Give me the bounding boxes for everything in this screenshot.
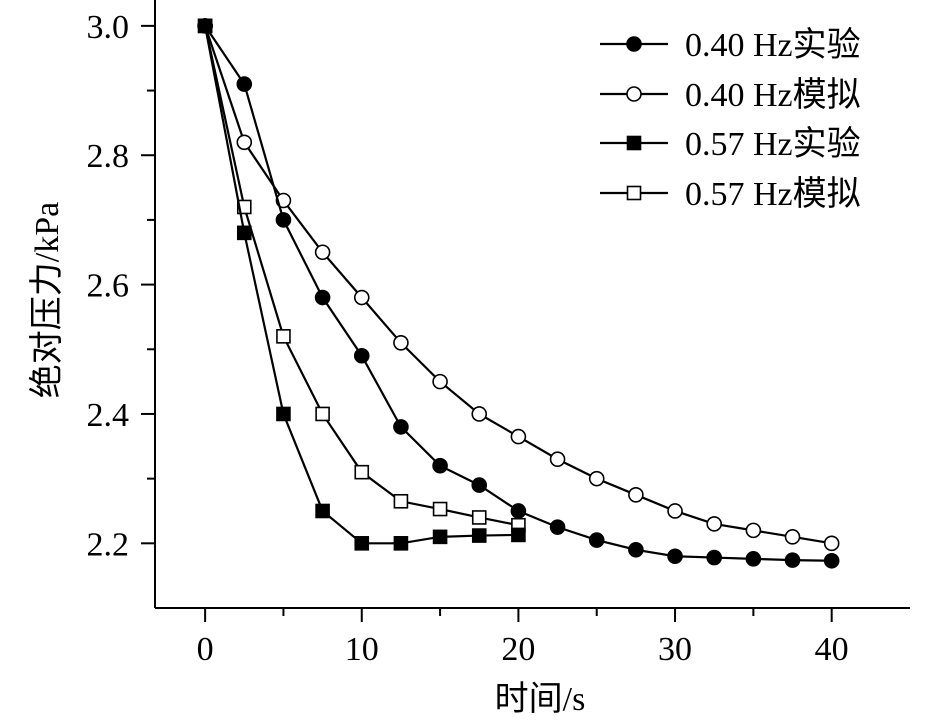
y-axis-title: 绝对压力/kPa [28, 202, 66, 398]
data-point-circle [393, 419, 409, 435]
legend-entry: 0.40 Hz模拟 [600, 76, 861, 114]
data-point-circle [628, 541, 644, 558]
legend-label: 0.40 Hz实验 [685, 26, 861, 64]
x-tick-label: 20 [501, 631, 535, 668]
data-point-square [511, 527, 526, 543]
legend-marker [626, 135, 642, 151]
data-point-circle [275, 212, 292, 228]
x-tick-label: 0 [197, 631, 214, 668]
data-point-circle [823, 535, 840, 552]
data-point-circle [549, 519, 566, 535]
y-tick-label: 2.2 [87, 526, 130, 563]
legend-label: 0.40 Hz模拟 [685, 76, 861, 114]
y-tick-label: 2.6 [87, 268, 130, 305]
data-point-circle [314, 289, 331, 306]
series-line [204, 25, 519, 527]
x-axis-title: 时间/s [495, 681, 586, 718]
data-point-circle [393, 335, 409, 351]
data-point-square [276, 406, 291, 422]
data-point-square [354, 464, 370, 480]
data-point-square [276, 329, 291, 344]
legend-entry: 0.40 Hz实验 [600, 26, 861, 64]
data-point-circle [823, 552, 840, 569]
data-point-square [432, 501, 448, 517]
x-tick-label: 30 [658, 631, 692, 668]
x-tick-label: 10 [345, 631, 379, 668]
data-point-square [315, 503, 330, 519]
data-point-square [471, 510, 487, 525]
y-tick-label: 3.0 [87, 9, 130, 46]
data-point-circle [510, 503, 527, 519]
data-point-circle [784, 529, 801, 545]
data-point-circle [197, 18, 213, 34]
data-point-circle [745, 551, 762, 567]
data-point-circle [236, 76, 253, 92]
data-point-circle [432, 373, 448, 390]
legend-label: 0.57 Hz模拟 [685, 175, 861, 213]
legend-marker [626, 36, 642, 52]
data-point-circle [667, 548, 683, 565]
data-point-square [315, 406, 330, 422]
axes: 0 10 20 30 40 2.2 2.4 2.6 2.8 3.0 [87, 0, 910, 668]
series-1 [197, 18, 840, 569]
data-point-square [471, 528, 487, 543]
data-point-circle [353, 347, 370, 364]
data-point-circle [706, 516, 723, 532]
data-point-circle [432, 457, 448, 474]
data-point-square [393, 536, 409, 551]
data-point-circle [745, 522, 762, 539]
data-point-square [393, 493, 409, 509]
legend-entry: 0.57 Hz实验 [600, 125, 861, 163]
legend-entry: 0.57 Hz模拟 [600, 175, 861, 213]
data-point-circle [784, 552, 801, 568]
data-point-circle [588, 532, 605, 548]
data-point-circle [471, 406, 488, 422]
data-point-square [354, 536, 370, 551]
data-point-circle [667, 503, 683, 519]
data-point-square [236, 225, 252, 241]
series-3 [197, 18, 526, 551]
y-tick-label: 2.4 [87, 397, 130, 434]
data-point-circle [706, 549, 723, 566]
data-point-circle [236, 134, 253, 151]
data-point-circle [510, 428, 527, 445]
legend-marker [626, 185, 642, 201]
data-point-circle [471, 477, 488, 493]
x-tick-label: 40 [815, 631, 849, 668]
y-tick-label: 2.8 [87, 138, 130, 175]
data-point-circle [314, 244, 331, 261]
series-layer [197, 18, 840, 569]
data-point-circle [549, 451, 566, 468]
data-point-square [432, 529, 448, 545]
legend: 0.40 Hz实验 0.40 Hz模拟 0.57 Hz实验 0.57 Hz模拟 [600, 26, 861, 213]
legend-marker [626, 86, 642, 102]
data-point-circle [353, 289, 370, 306]
data-point-circle [588, 470, 605, 487]
legend-label: 0.57 Hz实验 [685, 125, 861, 163]
data-point-circle [628, 487, 644, 503]
